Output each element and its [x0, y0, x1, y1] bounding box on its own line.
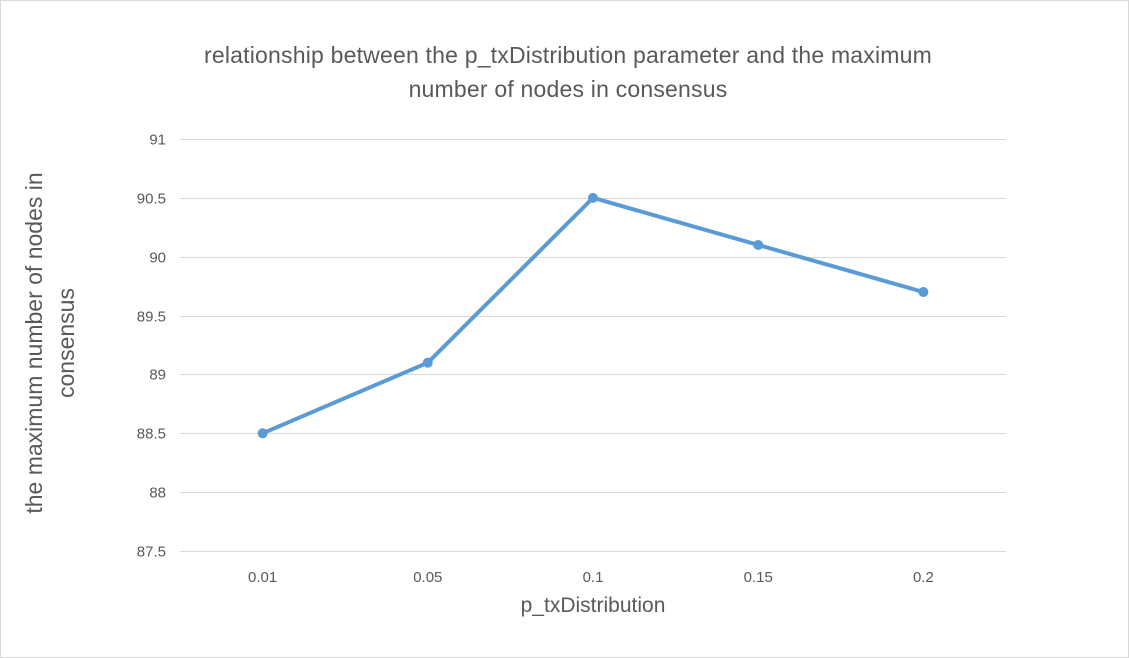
- y-tick-label: 91: [149, 132, 166, 149]
- chart-title: relationship between the p_txDistributio…: [203, 42, 933, 102]
- series: [257, 192, 929, 439]
- y-tick-label: 89.5: [137, 309, 166, 326]
- data-point: [753, 239, 764, 250]
- y-tick-label: 90: [149, 250, 166, 267]
- x-tick-labels: 0.01 0.05 0.1 0.15 0.2: [248, 569, 934, 586]
- x-tick-label: 0.05: [413, 569, 442, 586]
- y-tick-label: 89: [149, 367, 166, 384]
- x-tick-label: 0.15: [744, 569, 773, 586]
- series-line: [260, 195, 926, 436]
- data-point: [257, 428, 268, 439]
- y-tick-label: 90.5: [137, 191, 166, 208]
- x-tick-label: 0.01: [248, 569, 277, 586]
- gridlines: [180, 139, 1006, 552]
- data-point: [588, 192, 598, 203]
- data-point: [422, 357, 433, 368]
- x-axis-label: p_txDistribution: [520, 594, 666, 617]
- y-tick-labels: 87.5 88 88.5 89 89.5 90 90.5 91: [137, 132, 166, 561]
- x-tick-label: 0.1: [583, 569, 604, 586]
- data-point: [918, 287, 929, 298]
- y-tick-label: 88: [149, 485, 166, 502]
- y-tick-label: 87.5: [137, 544, 166, 561]
- y-tick-label: 88.5: [137, 426, 166, 443]
- x-tick-label: 0.2: [913, 569, 934, 586]
